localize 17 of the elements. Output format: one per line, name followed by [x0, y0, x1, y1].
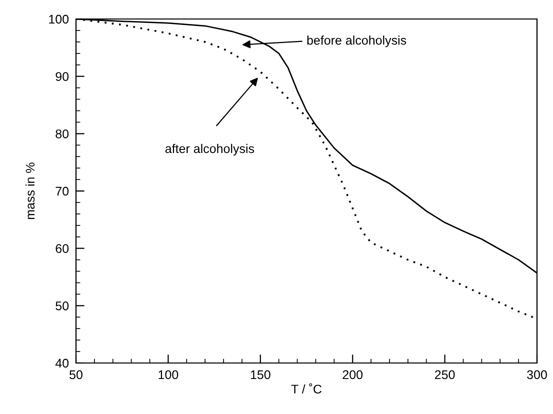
y-tick-label: 50	[56, 301, 69, 310]
annotation: before alcoholysis	[307, 36, 406, 48]
y-tick-label: 90	[56, 72, 69, 81]
x-tick-label: 150	[250, 370, 270, 380]
x-tick-label: 50	[70, 370, 82, 380]
y-tick-label: 70	[56, 186, 69, 196]
x-axis-title: T / ˚C	[291, 383, 322, 394]
x-tick-label: 300	[527, 370, 547, 380]
y-tick-label: 60	[56, 244, 69, 253]
y-tick-label: 80	[56, 129, 69, 138]
y-tick-label: 100	[49, 14, 69, 24]
x-tick-label: 200	[342, 370, 363, 380]
y-axis-title: mass in %	[25, 162, 35, 219]
x-tick-label: 250	[435, 370, 455, 380]
y-tick-label: 40	[55, 358, 69, 368]
x-tick-label: 100	[158, 370, 178, 380]
annotation: after alcoholysis	[165, 144, 254, 156]
